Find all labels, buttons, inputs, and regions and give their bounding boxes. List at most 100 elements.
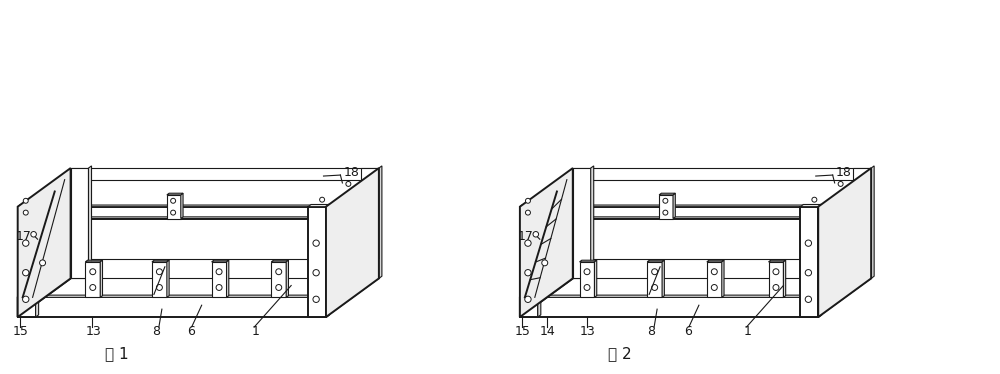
- Polygon shape: [308, 207, 326, 317]
- Polygon shape: [520, 259, 573, 317]
- Polygon shape: [580, 262, 594, 297]
- Circle shape: [31, 232, 36, 237]
- Circle shape: [663, 210, 668, 215]
- Polygon shape: [818, 205, 821, 317]
- Polygon shape: [520, 205, 541, 207]
- Polygon shape: [71, 168, 88, 278]
- Polygon shape: [520, 297, 818, 317]
- Polygon shape: [271, 262, 286, 297]
- Polygon shape: [167, 260, 169, 297]
- Polygon shape: [286, 260, 288, 297]
- Circle shape: [156, 285, 162, 291]
- Circle shape: [276, 285, 282, 291]
- Polygon shape: [580, 260, 597, 262]
- Polygon shape: [573, 259, 871, 278]
- Polygon shape: [659, 193, 675, 195]
- Polygon shape: [88, 166, 92, 278]
- Polygon shape: [818, 180, 871, 297]
- Polygon shape: [361, 168, 379, 278]
- Circle shape: [652, 269, 658, 275]
- Circle shape: [525, 270, 531, 276]
- Polygon shape: [308, 205, 329, 207]
- Polygon shape: [379, 166, 382, 278]
- Circle shape: [40, 260, 46, 266]
- Polygon shape: [326, 205, 329, 317]
- Circle shape: [313, 240, 319, 246]
- Polygon shape: [520, 168, 573, 317]
- Circle shape: [171, 198, 176, 203]
- Circle shape: [90, 285, 96, 291]
- Polygon shape: [18, 207, 36, 317]
- Polygon shape: [326, 259, 379, 317]
- Text: 1: 1: [744, 325, 752, 338]
- Text: 图 2: 图 2: [608, 346, 631, 361]
- Polygon shape: [538, 205, 541, 317]
- Text: 18: 18: [343, 166, 359, 179]
- Polygon shape: [800, 205, 821, 207]
- Text: 图 1: 图 1: [105, 346, 129, 361]
- Circle shape: [346, 181, 351, 186]
- Polygon shape: [647, 262, 662, 297]
- Polygon shape: [769, 260, 786, 262]
- Circle shape: [525, 240, 531, 246]
- Polygon shape: [659, 195, 673, 218]
- Polygon shape: [18, 217, 328, 218]
- Polygon shape: [520, 205, 820, 207]
- Circle shape: [525, 198, 530, 203]
- Circle shape: [23, 210, 28, 215]
- Text: 6: 6: [187, 325, 195, 338]
- Circle shape: [812, 197, 817, 202]
- Polygon shape: [181, 193, 183, 218]
- Polygon shape: [326, 180, 379, 297]
- Circle shape: [90, 269, 96, 275]
- Text: 8: 8: [647, 325, 655, 338]
- Circle shape: [23, 198, 28, 203]
- Circle shape: [773, 285, 779, 291]
- Text: 1: 1: [251, 325, 259, 338]
- Polygon shape: [520, 207, 818, 218]
- Polygon shape: [818, 168, 871, 317]
- Polygon shape: [707, 262, 722, 297]
- Polygon shape: [662, 260, 664, 297]
- Polygon shape: [871, 166, 874, 278]
- Polygon shape: [520, 207, 538, 317]
- Polygon shape: [647, 260, 664, 262]
- Polygon shape: [520, 217, 820, 218]
- Polygon shape: [853, 168, 871, 278]
- Polygon shape: [769, 262, 783, 297]
- Circle shape: [156, 269, 162, 275]
- Polygon shape: [18, 205, 39, 207]
- Circle shape: [216, 269, 222, 275]
- Polygon shape: [167, 193, 183, 195]
- Polygon shape: [271, 260, 288, 262]
- Polygon shape: [573, 168, 591, 278]
- Circle shape: [171, 210, 176, 215]
- Text: 18: 18: [836, 166, 852, 179]
- Polygon shape: [800, 207, 818, 317]
- Polygon shape: [18, 259, 71, 317]
- Circle shape: [320, 197, 325, 202]
- Polygon shape: [36, 205, 39, 317]
- Circle shape: [313, 270, 319, 276]
- Polygon shape: [573, 168, 871, 180]
- Polygon shape: [85, 262, 100, 297]
- Text: 15: 15: [13, 325, 29, 338]
- Text: 8: 8: [152, 325, 160, 338]
- Text: 14: 14: [540, 325, 556, 338]
- Circle shape: [23, 240, 29, 246]
- Polygon shape: [18, 295, 329, 297]
- Text: 17: 17: [518, 230, 534, 243]
- Polygon shape: [520, 295, 821, 297]
- Polygon shape: [18, 259, 79, 297]
- Polygon shape: [594, 260, 597, 297]
- Circle shape: [276, 269, 282, 275]
- Polygon shape: [212, 260, 229, 262]
- Circle shape: [773, 269, 779, 275]
- Circle shape: [805, 240, 812, 246]
- Circle shape: [533, 232, 539, 237]
- Circle shape: [805, 296, 812, 303]
- Polygon shape: [100, 260, 103, 297]
- Circle shape: [663, 198, 668, 203]
- Polygon shape: [18, 168, 71, 317]
- Text: 15: 15: [515, 325, 531, 338]
